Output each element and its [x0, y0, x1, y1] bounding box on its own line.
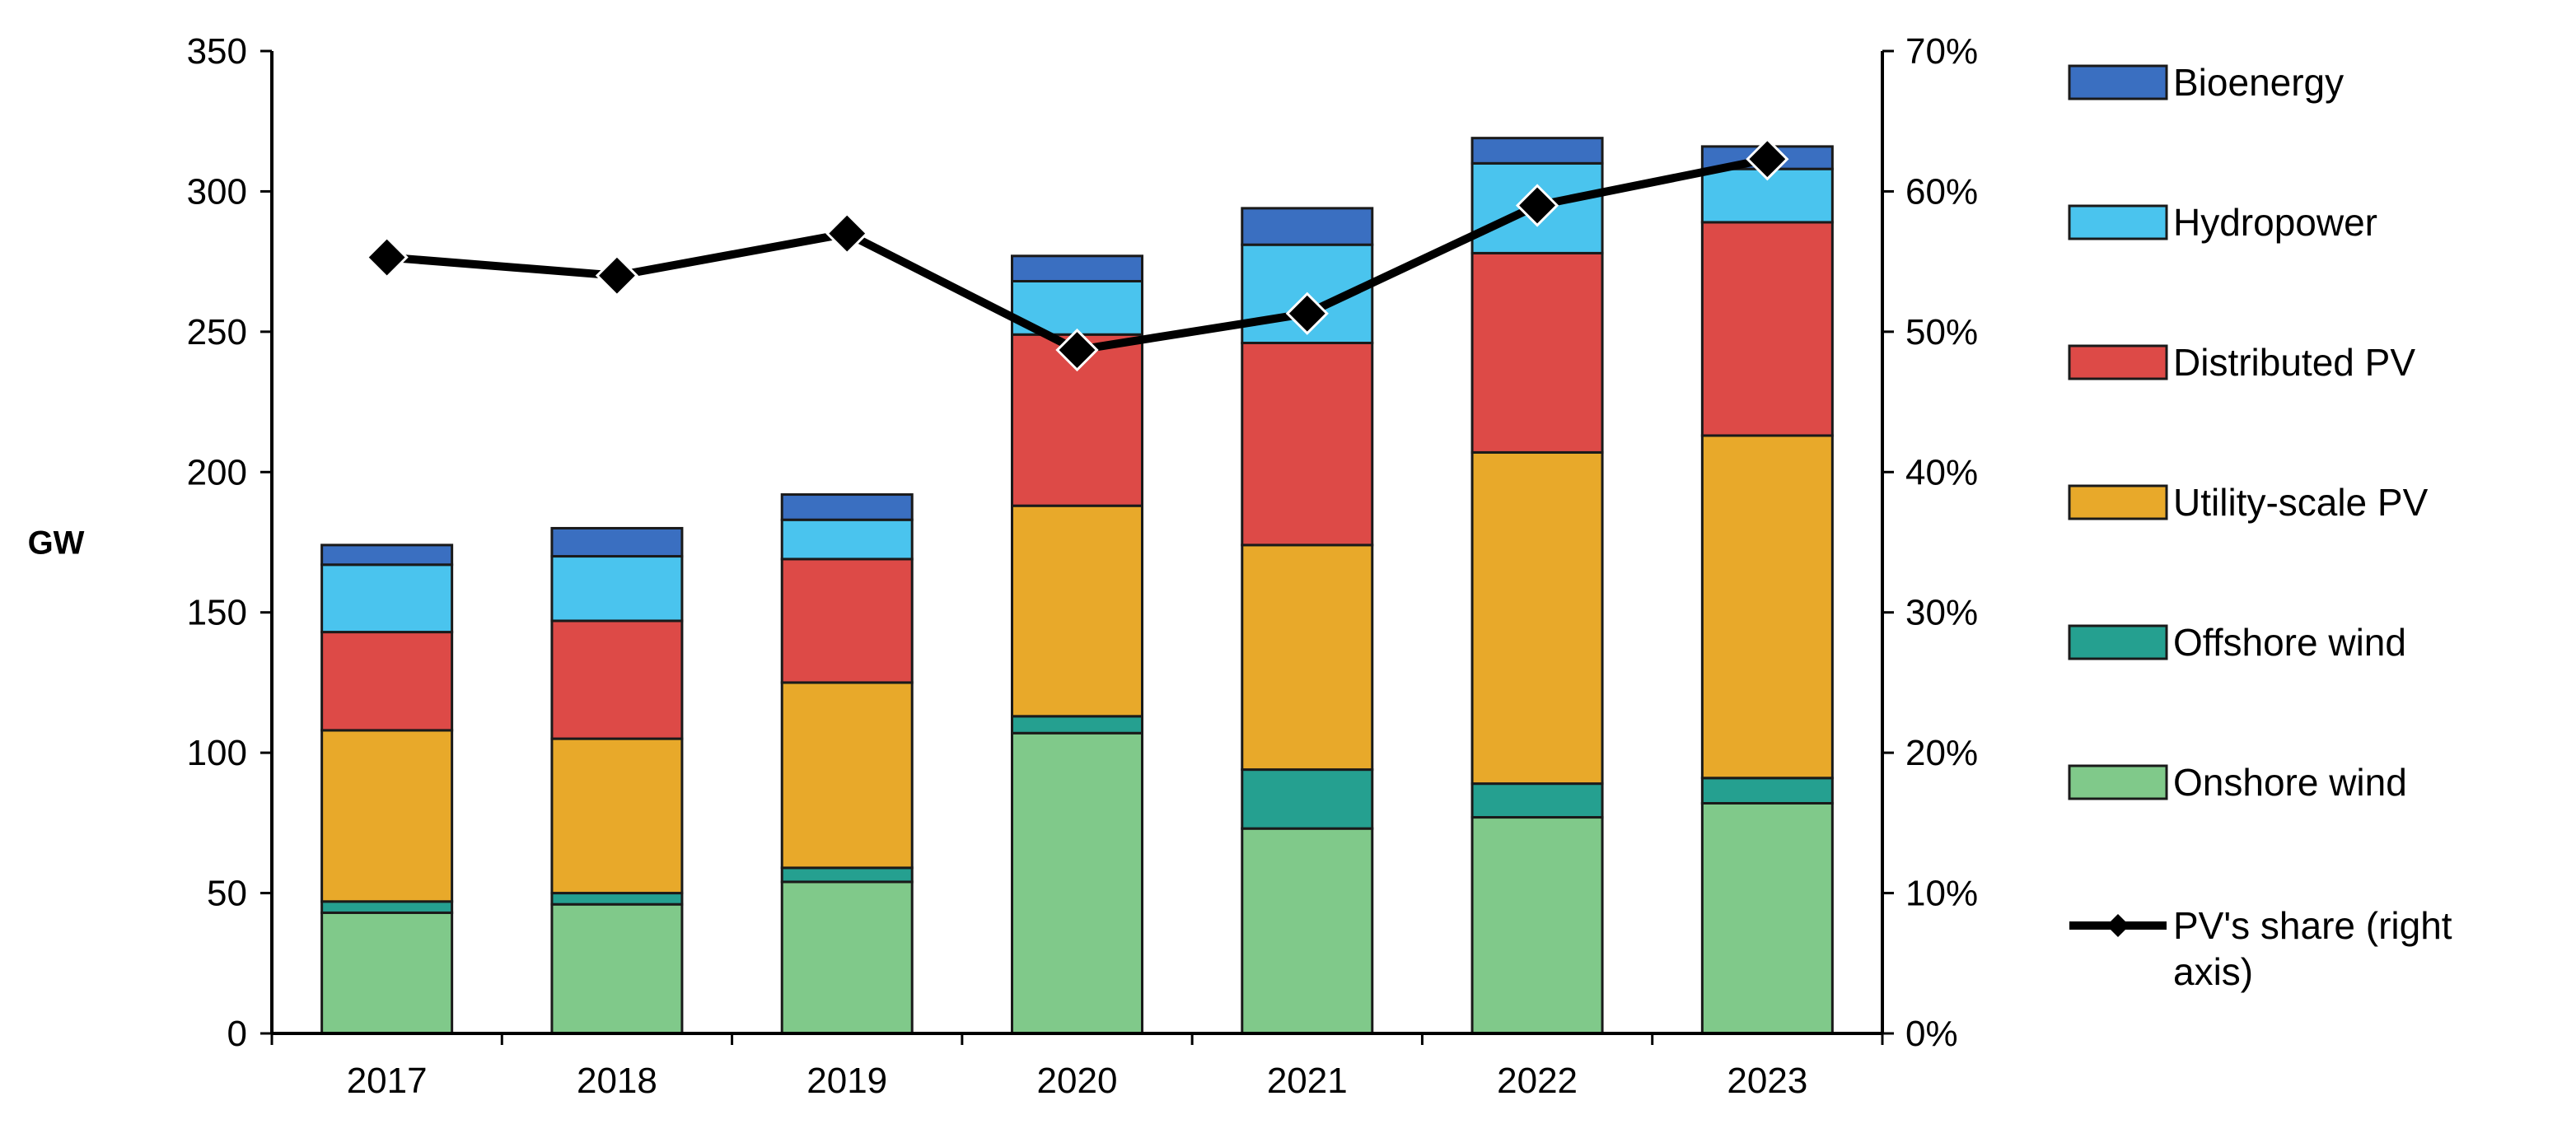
- bar-onshore-wind-2023: [1700, 801, 1834, 1035]
- bar-onshore-wind-2022: [1470, 816, 1604, 1035]
- y-tick-label: 100: [187, 733, 247, 773]
- legend-swatch-hydropower: [2068, 204, 2168, 240]
- legend-swatch-onshore-wind: [2068, 764, 2168, 800]
- legend-label-utility-scale-pv: Utility-scale PV: [2173, 481, 2429, 524]
- bar-distributed-pv-2017: [320, 631, 454, 732]
- x-tick-label-2020: 2020: [1037, 1061, 1118, 1101]
- y-tick-label: 350: [187, 31, 247, 72]
- pv-share-point-2019: [825, 212, 869, 255]
- legend: Bioenergy Hydropower Distributed PV Utility…: [2068, 61, 2452, 993]
- pv-share-point-2022: [1515, 184, 1559, 227]
- bar-offshore-wind-2017: [320, 900, 454, 914]
- pv-share-point-2023: [1746, 138, 1789, 181]
- y2-tick-label: 70%: [1905, 31, 1978, 72]
- y2-tick-label: 50%: [1905, 312, 1978, 352]
- pv-share-line-layer: [365, 138, 1789, 372]
- pv-share-point-2020: [1055, 328, 1099, 372]
- legend-label-bioenergy: Bioenergy: [2173, 61, 2344, 104]
- legend-swatch-utility-scale-pv: [2068, 484, 2168, 520]
- y-tick-label: 200: [187, 452, 247, 492]
- bar-bioenergy-2017: [320, 543, 454, 567]
- bar-offshore-wind-2022: [1470, 782, 1604, 819]
- y2-tick-label: 10%: [1905, 874, 1978, 914]
- legend-label-distributed-pv: Distributed PV: [2173, 341, 2415, 384]
- bar-onshore-wind-2020: [1011, 731, 1143, 1035]
- bar-distributed-pv-2019: [780, 557, 914, 684]
- bar-utility-scale-pv-2019: [780, 681, 914, 870]
- pv-share-point-2018: [595, 254, 639, 297]
- x-tick-label-2023: 2023: [1727, 1061, 1807, 1101]
- pv-share-point-2017: [365, 236, 409, 279]
- legend-swatch-offshore-wind: [2068, 624, 2168, 660]
- y2-tick-label: 30%: [1905, 593, 1978, 633]
- x-tick-label-2019: 2019: [806, 1061, 887, 1101]
- bar-onshore-wind-2021: [1241, 827, 1374, 1035]
- y-tick-label: 0: [227, 1014, 247, 1054]
- bar-utility-scale-pv-2023: [1700, 434, 1834, 780]
- y-tick-label: 250: [187, 312, 247, 352]
- legend-label-onshore-wind: Onshore wind: [2173, 761, 2407, 804]
- bar-offshore-wind-2021: [1241, 768, 1374, 830]
- bar-bioenergy-2020: [1011, 254, 1143, 283]
- bars-layer: [320, 137, 1834, 1035]
- bar-distributed-pv-2020: [1011, 333, 1143, 507]
- y2-tick-label: 0%: [1905, 1014, 1958, 1054]
- bar-onshore-wind-2019: [780, 880, 914, 1035]
- bar-offshore-wind-2018: [550, 892, 684, 906]
- y2-tick-label: 60%: [1905, 171, 1978, 212]
- bar-onshore-wind-2017: [320, 911, 454, 1035]
- x-tick-label-2021: 2021: [1267, 1061, 1348, 1101]
- legend-marker-pv-share: [2106, 914, 2130, 937]
- y-tick-label: 300: [187, 171, 247, 212]
- bar-bioenergy-2018: [550, 526, 684, 558]
- legend-label-offshore-wind: Offshore wind: [2173, 621, 2406, 664]
- bar-distributed-pv-2022: [1470, 251, 1604, 454]
- x-tick-label-2018: 2018: [577, 1061, 657, 1101]
- bar-distributed-pv-2023: [1700, 221, 1834, 437]
- y2-tick-label: 20%: [1905, 733, 1978, 773]
- bar-offshore-wind-2019: [780, 866, 914, 884]
- legend-label-hydropower: Hydropower: [2173, 201, 2377, 244]
- legend-swatch-bioenergy: [2068, 64, 2168, 100]
- axes-layer: GW: [28, 51, 1884, 1035]
- bar-offshore-wind-2020: [1011, 715, 1143, 735]
- bar-hydropower-2018: [550, 555, 684, 623]
- bar-bioenergy-2022: [1470, 137, 1604, 165]
- bar-distributed-pv-2021: [1241, 341, 1374, 547]
- bar-bioenergy-2021: [1241, 207, 1374, 246]
- bar-hydropower-2020: [1011, 280, 1143, 336]
- bar-hydropower-2017: [320, 563, 454, 634]
- bar-utility-scale-pv-2021: [1241, 543, 1374, 772]
- x-tick-label-2022: 2022: [1497, 1061, 1578, 1101]
- bar-utility-scale-pv-2017: [320, 729, 454, 903]
- y-axis-title: GW: [28, 525, 85, 562]
- bar-onshore-wind-2018: [550, 902, 684, 1035]
- x-tick-label-2017: 2017: [347, 1061, 428, 1101]
- bar-distributed-pv-2018: [550, 619, 684, 740]
- y2-tick-label: 40%: [1905, 452, 1978, 492]
- bar-bioenergy-2019: [780, 493, 914, 521]
- legend-label-pv-share: PV's share (right axis): [2173, 904, 2452, 993]
- bar-hydropower-2019: [780, 518, 914, 561]
- legend-swatch-distributed-pv: [2068, 344, 2168, 380]
- ticks-layer: 0 50 100 150 200 250 300 350 0% 10% 20% 30% 40% 50% 60…: [187, 31, 1979, 1101]
- bar-utility-scale-pv-2022: [1470, 450, 1604, 786]
- pv-share-point-2021: [1285, 291, 1329, 335]
- y-tick-label: 50: [207, 874, 247, 914]
- y-tick-label: 150: [187, 593, 247, 633]
- bar-utility-scale-pv-2020: [1011, 504, 1143, 718]
- bar-utility-scale-pv-2018: [550, 737, 684, 895]
- bar-offshore-wind-2023: [1700, 777, 1834, 805]
